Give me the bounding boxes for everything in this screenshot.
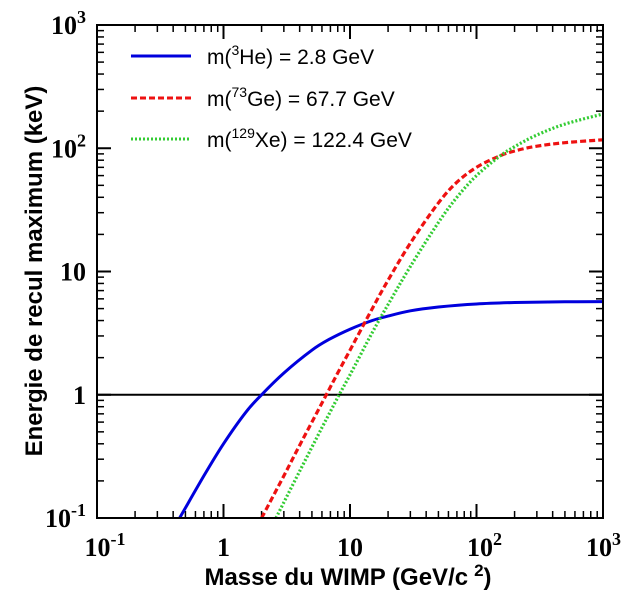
x-axis-title-sup: 2 — [474, 561, 483, 580]
x-tick-label-base: 10 — [586, 533, 612, 562]
y-tick-label-base: 10 — [45, 504, 71, 533]
x-axis-title-close: ) — [484, 564, 492, 591]
y-tick-label-base: 10 — [51, 11, 77, 40]
y-tick-label-exponent: -1 — [71, 500, 86, 520]
x-axis-title: Masse du WIMP (GeV/c 2) — [204, 561, 491, 591]
y-tick-label: 10 — [60, 258, 86, 287]
legend: m(3He) = 2.8 GeV m(73Ge) = 67.7 GeV m(129X… — [131, 42, 412, 152]
x-tick-label-exponent: -1 — [111, 529, 126, 549]
y-tick-label-exponent: 2 — [77, 130, 86, 150]
y-tick-label-base: 10 — [51, 134, 77, 163]
series-line-1 — [178, 300, 604, 519]
x-tick-label-exponent: 3 — [612, 529, 621, 549]
legend-label-3: m(129Xe) = 122.4 GeV — [207, 125, 412, 152]
x-tick-label: 103 — [586, 529, 621, 562]
x-tick-label-exponent: 2 — [493, 529, 502, 549]
y-tick-label: 1 — [73, 381, 86, 410]
y-tick-label: 103 — [51, 7, 86, 40]
x-tick-label: 102 — [467, 529, 502, 562]
x-tick-label: 10 — [337, 533, 363, 562]
legend-label-2: m(73Ge) = 67.7 GeV — [207, 84, 395, 111]
y-tick-label: 102 — [51, 130, 86, 163]
series-line-3 — [274, 112, 604, 519]
y-tick-label: 10-1 — [45, 500, 86, 533]
series-line-2 — [260, 138, 604, 519]
y-tick-label-exponent: 3 — [77, 7, 86, 27]
plot-frame — [96, 24, 604, 519]
y-tick-label-base: 10 — [60, 258, 86, 287]
x-tick-label-base: 10 — [337, 533, 363, 562]
y-axis-title: Energie de recul maximum (keV) — [21, 86, 48, 457]
x-axis-title-text: Masse du WIMP (GeV/c — [204, 564, 468, 591]
series-layer — [97, 112, 604, 519]
legend-label-1: m(3He) = 2.8 GeV — [207, 42, 374, 69]
x-tick-label-base: 1 — [217, 533, 230, 562]
x-tick-label-base: 10 — [85, 533, 111, 562]
x-tick-label-base: 10 — [467, 533, 493, 562]
y-tick-label-base: 1 — [73, 381, 86, 410]
x-tick-label: 10-1 — [85, 529, 126, 562]
x-tick-label: 1 — [217, 533, 230, 562]
